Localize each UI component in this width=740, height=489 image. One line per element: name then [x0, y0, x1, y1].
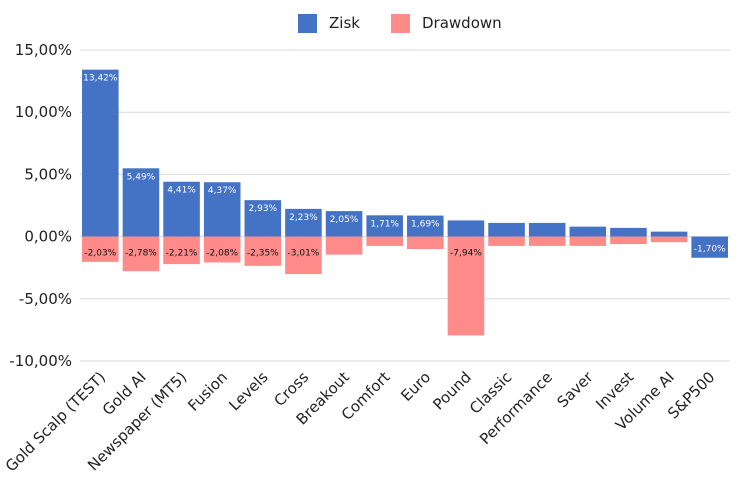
y-tick-label: -10,00% [9, 352, 72, 370]
bar-zisk [488, 222, 525, 237]
data-label: 2,93% [249, 204, 278, 214]
data-label: -2,03% [84, 249, 116, 259]
data-label: -3,01% [288, 249, 320, 259]
x-category-label: Euro [397, 368, 434, 405]
data-label: 2,23% [289, 213, 318, 223]
data-label: 2,05% [330, 215, 359, 225]
bar-zisk [82, 69, 119, 237]
legend-item-drawdown: Drawdown [391, 10, 502, 36]
bar-zisk [407, 215, 444, 237]
y-tick-label: -5,00% [19, 290, 72, 308]
bar-drawdown [285, 236, 322, 275]
data-label: 4,37% [208, 186, 237, 196]
y-tick-label: 5,00% [24, 165, 72, 183]
x-category-label: Saver [554, 368, 598, 412]
bar-zisk [528, 222, 566, 237]
data-label: -2,08% [206, 249, 238, 259]
bar-drawdown [325, 236, 363, 255]
bar-zisk [163, 181, 200, 237]
bar-zisk [285, 208, 322, 237]
legend-swatch-zisk [298, 13, 317, 33]
bar-drawdown [569, 236, 607, 246]
bar-drawdown [163, 236, 200, 265]
bar-drawdown [610, 236, 647, 245]
data-label: -7,94% [450, 249, 482, 259]
data-label: -2,21% [166, 249, 198, 259]
bar-zisk [691, 236, 728, 258]
bar-drawdown [366, 236, 403, 246]
bar-drawdown [244, 236, 282, 266]
legend-swatch-drawdown [391, 13, 410, 33]
bar-drawdown [528, 236, 566, 246]
data-label: -2,78% [125, 249, 157, 259]
bar-zisk [366, 215, 403, 237]
bar-drawdown [203, 236, 241, 263]
y-tick-label: 0,00% [24, 228, 72, 246]
data-label: 13,42% [83, 74, 118, 84]
bar-drawdown [122, 236, 160, 272]
bar-zisk [122, 168, 160, 237]
data-label: 5,49% [127, 172, 156, 182]
legend-label-zisk: Zisk [329, 14, 360, 32]
data-label: -2,35% [247, 249, 279, 259]
bar-zisk [244, 200, 282, 237]
bar-zisk [203, 182, 241, 237]
legend-label-drawdown: Drawdown [422, 14, 502, 32]
data-label: -1,70% [694, 245, 726, 255]
bar-zisk [447, 220, 485, 237]
bar-zisk [650, 231, 688, 237]
data-label: 1,69% [411, 220, 440, 230]
y-tick-label: 10,00% [15, 103, 72, 121]
data-label: 1,71% [370, 219, 399, 229]
x-category-label: Fusion [184, 368, 231, 415]
bar-drawdown [488, 236, 525, 246]
bar-zisk [325, 211, 363, 237]
bar-drawdown [650, 236, 688, 243]
bar-drawdown [82, 236, 119, 262]
chart-legend: Zisk Drawdown [0, 10, 740, 36]
bar-zisk [569, 226, 607, 237]
bar-drawdown [407, 236, 444, 250]
bar-drawdown [447, 236, 485, 336]
legend-item-zisk: Zisk [298, 10, 360, 36]
x-category-label: Levels [225, 368, 271, 414]
bar-zisk [610, 227, 647, 237]
data-label: 4,41% [167, 186, 196, 196]
y-tick-label: 15,00% [15, 41, 72, 59]
